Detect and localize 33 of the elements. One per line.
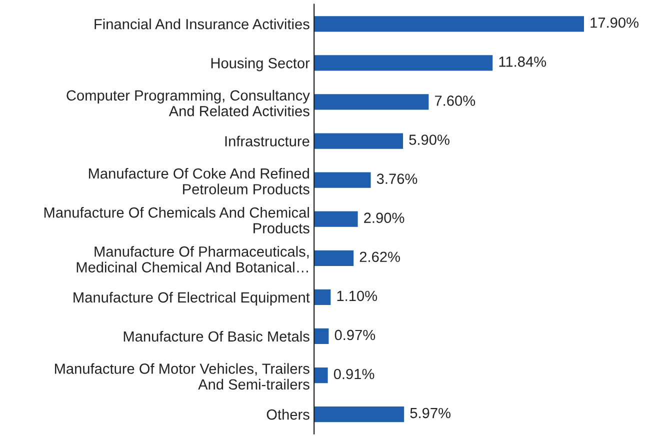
bar xyxy=(314,172,371,188)
data-label: 1.10% xyxy=(337,290,378,302)
data-label: 0.97% xyxy=(334,330,376,340)
y-tick-label: Manufacture Of Basic Metals xyxy=(124,330,310,342)
y-tick-label: Others xyxy=(266,409,310,420)
data-label: 7.60% xyxy=(434,96,476,106)
y-tick-label: Computer Programming, Consultancy And Related Activities xyxy=(66,90,310,116)
y-tick-label: Manufacture Of Pharmaceuticals, Medicinal Chemical And Botanical… xyxy=(76,246,309,272)
data-label: 2.62% xyxy=(360,252,400,262)
data-label: 11.84% xyxy=(499,56,546,67)
bar xyxy=(314,250,354,266)
bar xyxy=(314,55,493,71)
y-tick-label: Financial And Insurance Activities xyxy=(94,18,310,30)
bar xyxy=(314,211,358,227)
bar xyxy=(314,94,429,110)
y-tick-label: Manufacture Of Chemicals And Chemical Products xyxy=(44,207,310,234)
y-tick-label: Manufacture Of Electrical Equipment xyxy=(74,292,310,306)
bar xyxy=(314,328,329,344)
bar xyxy=(314,16,584,32)
data-label: 0.91% xyxy=(334,368,374,380)
bar xyxy=(314,133,404,149)
y-tick-label: Manufacture Of Coke And Refined Petroleum Products xyxy=(88,168,310,194)
y-tick-label: Infrastructure xyxy=(225,136,310,146)
data-label: 5.90% xyxy=(409,134,450,145)
y-tick-label: Manufacture Of Motor Vehicles, Trailers And Semi-trailers xyxy=(54,363,310,390)
data-label: 5.97% xyxy=(410,408,450,418)
data-label: 2.90% xyxy=(364,212,404,224)
data-label: 3.76% xyxy=(376,174,418,184)
y-tick-label: Housing Sector xyxy=(211,58,310,72)
data-label: 17.90% xyxy=(590,17,638,28)
bar xyxy=(314,367,328,384)
bar xyxy=(314,406,404,422)
bar xyxy=(314,289,331,305)
